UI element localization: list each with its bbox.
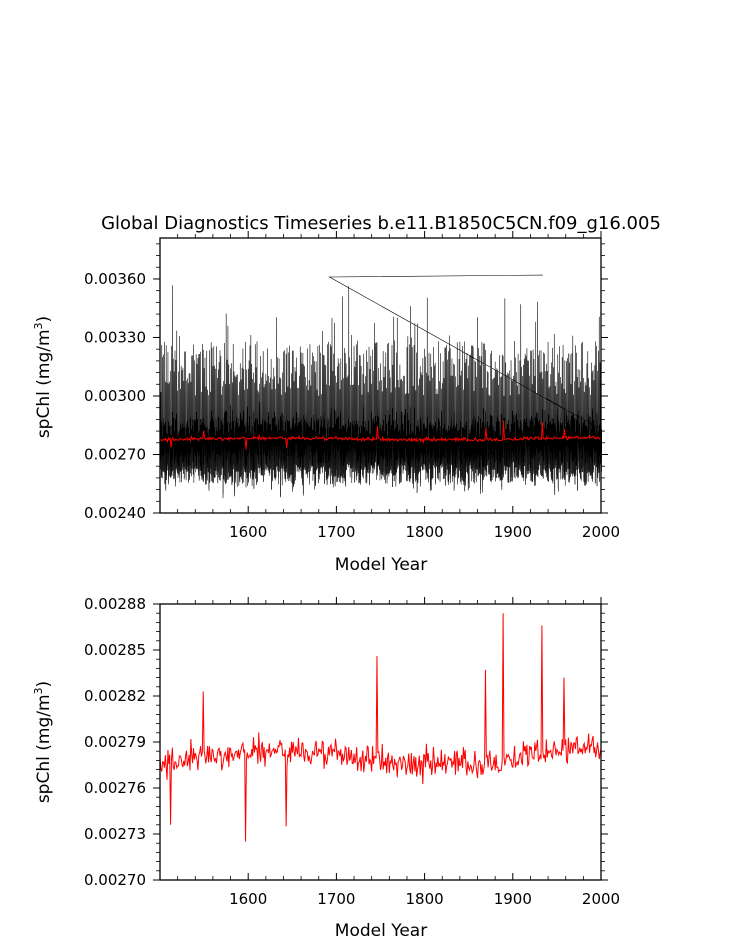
x-tick-label: 1600 <box>229 890 267 908</box>
bottom-x-axis-label: Model Year <box>335 921 427 941</box>
y-tick-label: 0.00270 <box>84 445 146 463</box>
annual-mean-series-line <box>159 613 602 842</box>
y-tick-label: 0.00300 <box>84 387 146 405</box>
y-tick-label: 0.00279 <box>84 733 146 751</box>
top-series <box>159 274 603 499</box>
y-tick-label: 0.00360 <box>84 270 146 288</box>
x-tick-label: 2000 <box>582 523 620 541</box>
y-tick-label: 0.00273 <box>84 825 146 843</box>
y-tick-label: 0.00285 <box>84 641 146 659</box>
x-tick-label: 1700 <box>317 890 355 908</box>
y-tick-label: 0.00330 <box>84 328 146 346</box>
top-tick-labels: 1600 1700 1800 1900 2000 0.00240 0.00270 0.0030… <box>84 270 620 541</box>
bottom-tick-labels: 1600 1700 1800 1900 2000 0.00270 0.00273 0.0027… <box>84 595 620 908</box>
monthly-series-line <box>159 274 603 499</box>
bottom-ticks <box>153 597 608 881</box>
bottom-panel: 1600 1700 1800 1900 2000 0.00270 0.00273 0.0027… <box>32 595 620 941</box>
x-tick-label: 1900 <box>494 523 532 541</box>
bottom-plot-frame <box>159 603 602 881</box>
x-tick-label: 1700 <box>317 523 355 541</box>
bottom-series <box>159 613 602 842</box>
chart-title: Global Diagnostics Timeseries b.e11.B185… <box>101 213 661 234</box>
y-tick-label: 0.00282 <box>84 687 146 705</box>
y-tick-label: 0.00288 <box>84 595 146 613</box>
y-tick-label: 0.00240 <box>84 504 146 522</box>
x-tick-label: 1900 <box>494 890 532 908</box>
x-tick-label: 1600 <box>229 523 267 541</box>
y-tick-label: 0.00276 <box>84 779 146 797</box>
top-plot-frame <box>159 237 602 514</box>
y-tick-label: 0.00270 <box>84 871 146 889</box>
top-y-axis-label: spChl (mg/m3) <box>32 316 54 438</box>
top-x-axis-label: Model Year <box>335 555 427 575</box>
annual-mean-series-line <box>160 420 602 450</box>
x-tick-label: 1800 <box>406 523 444 541</box>
bottom-y-axis-label: spChl (mg/m3) <box>32 681 54 803</box>
top-panel: Global Diagnostics Timeseries b.e11.B185… <box>32 213 661 575</box>
x-tick-label: 1800 <box>406 890 444 908</box>
x-tick-label: 2000 <box>582 890 620 908</box>
top-ticks <box>153 231 608 514</box>
